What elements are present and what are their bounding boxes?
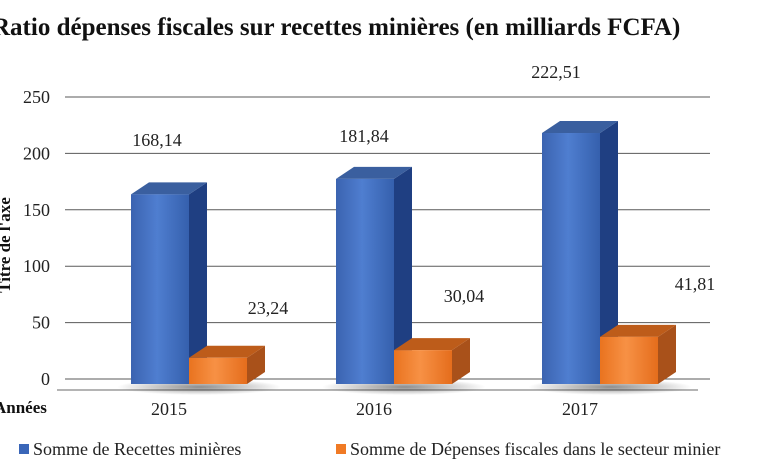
bar-top-face (131, 182, 207, 195)
legend-label-depenses: Somme de Dépenses fiscales dans le secte… (350, 439, 720, 459)
bar-side-face (600, 121, 618, 384)
bar-front-face (131, 194, 189, 384)
bar-depenses-2016 (394, 338, 470, 384)
bar-top-face (189, 345, 265, 358)
data-label-recettes-2015: 168,14 (132, 130, 182, 150)
bar-side-face (189, 182, 207, 384)
data-label-depenses-2016: 30,04 (444, 286, 485, 306)
x-axis-title: Années (0, 398, 47, 417)
legend-item-recettes: Somme de Recettes minières (19, 439, 241, 459)
y-tick-label-100: 100 (23, 256, 50, 276)
bar-depenses-2015 (189, 345, 265, 384)
bar-recettes-2015 (131, 182, 207, 384)
legend: Somme de Recettes minières Somme de Dépe… (19, 439, 720, 459)
bar-top-face (542, 121, 618, 134)
y-tick-label-150: 150 (23, 200, 50, 220)
bar-front-face (189, 357, 247, 384)
y-axis-title: Titre de l'axe (0, 197, 14, 293)
y-axis-ticks: 0 50 100 150 200 250 (23, 87, 50, 389)
bar-recettes-2016 (336, 166, 412, 384)
bar-front-face (542, 133, 600, 384)
bar-side-face (658, 324, 676, 384)
bar-top-face (394, 338, 470, 351)
data-label-depenses-2017: 41,81 (675, 274, 716, 294)
x-axis-ticks: 2015 2016 2017 (151, 399, 598, 419)
legend-swatch-recettes (19, 444, 29, 454)
bar-side-face (394, 166, 412, 384)
y-tick-label-250: 250 (23, 87, 50, 107)
bar-recettes-2017 (542, 121, 618, 384)
bar-top-face (600, 324, 676, 337)
bar-side-face (247, 345, 265, 384)
data-label-depenses-2015: 23,24 (248, 298, 289, 318)
legend-item-depenses: Somme de Dépenses fiscales dans le secte… (336, 439, 720, 459)
legend-label-recettes: Somme de Recettes minières (33, 439, 241, 459)
bar-side-face (452, 338, 470, 384)
y-tick-label-200: 200 (23, 143, 50, 163)
data-label-recettes-2016: 181,84 (339, 126, 389, 146)
x-tick-label-2017: 2017 (562, 399, 598, 419)
bar-top-face (336, 166, 412, 179)
legend-swatch-depenses (336, 444, 346, 454)
chart-title: Ratio dépenses fiscales sur recettes min… (0, 14, 680, 41)
y-tick-label-50: 50 (32, 313, 50, 333)
x-tick-label-2015: 2015 (151, 399, 187, 419)
x-tick-label-2016: 2016 (356, 399, 392, 419)
bar-front-face (394, 350, 452, 384)
bar-front-face (336, 178, 394, 384)
data-label-recettes-2017: 222,51 (531, 62, 581, 82)
bars (117, 121, 692, 395)
bar-front-face (600, 336, 658, 384)
y-tick-label-0: 0 (41, 369, 50, 389)
data-labels: 168,14 23,24 181,84 30,04 222,51 41,81 (132, 62, 715, 318)
bar-depenses-2017 (600, 324, 676, 384)
